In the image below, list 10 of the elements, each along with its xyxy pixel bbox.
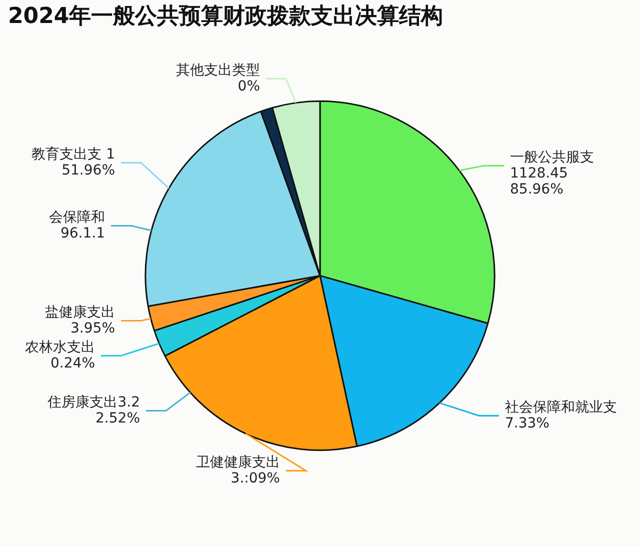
slice-label: 其他支出类型 0% — [176, 62, 260, 94]
slice-label: 盐健康支出 3.95% — [45, 304, 115, 336]
slice-label: 卫健健康支出 3.:09% — [196, 454, 280, 486]
text: 住房康支出3.2 2.52% — [46, 394, 140, 426]
chart-title: 2024年一般公共预算财政拨款支出决算结构 — [8, 4, 444, 29]
slice-label: 农林水支出 0.24% — [25, 339, 95, 372]
slice-label: 教育支出支 1 51.96% — [32, 145, 115, 178]
slice-label: 一般公共服支 1128.45 85.96% — [510, 149, 594, 198]
slice-label: 社会保障和就业支 7.33% — [505, 399, 617, 432]
text: 会保障和 96.1.1 — [49, 209, 105, 242]
